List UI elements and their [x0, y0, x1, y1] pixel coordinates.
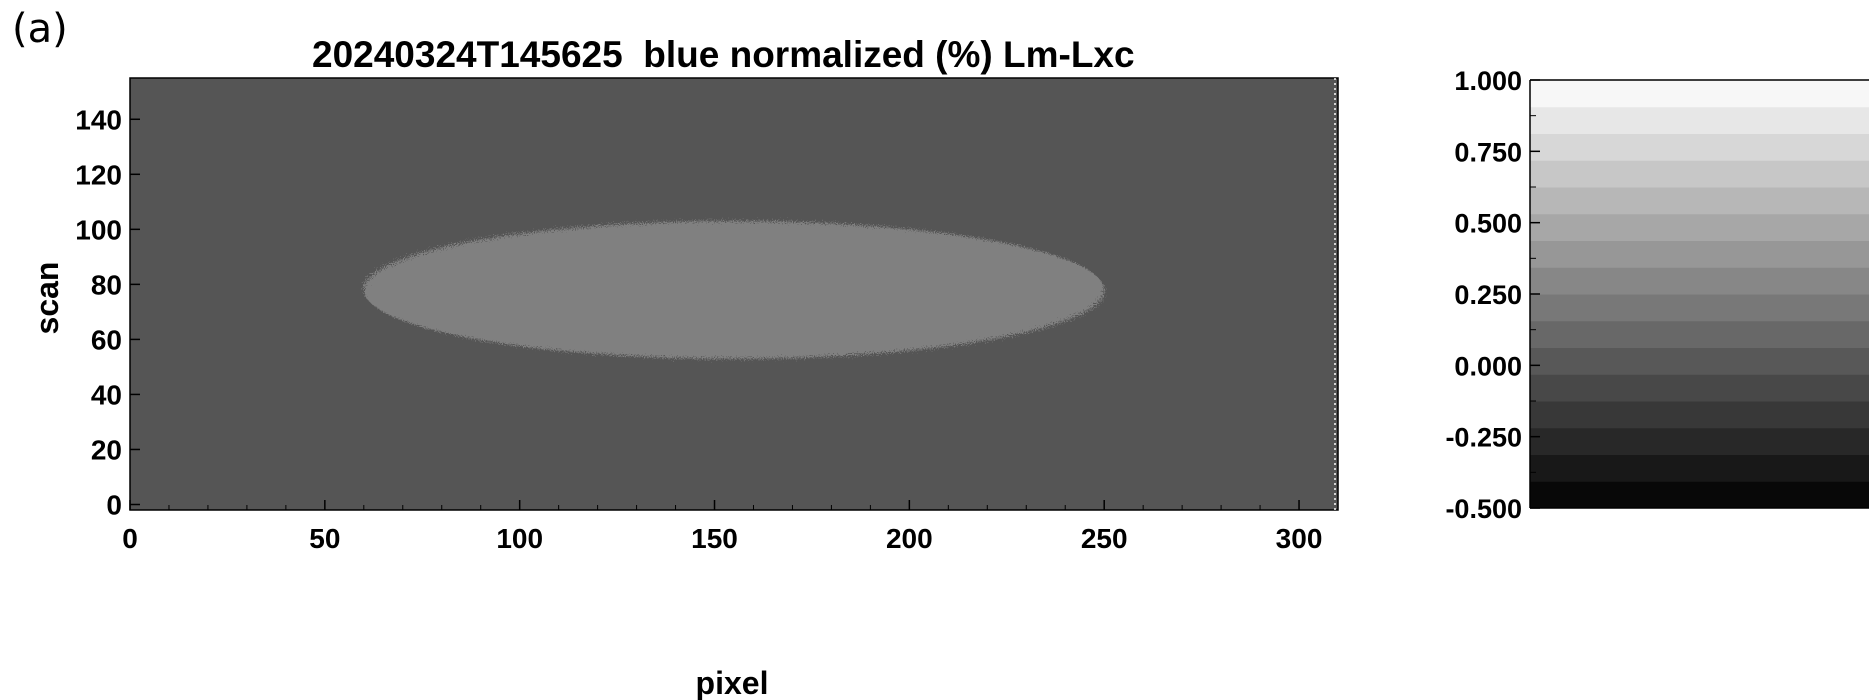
chart-title: 20240324T145625 blue normalized (%) Lm-L… — [312, 34, 1135, 75]
colorbar-swatch — [1530, 133, 1869, 161]
colorbar-swatch — [1530, 401, 1869, 429]
y-tick-label: 100 — [75, 214, 122, 245]
y-axis: 0 20 40 60 80 100 120 140 — [75, 104, 140, 520]
colorbar-swatch — [1530, 106, 1869, 134]
colorbar-tick-label: 1.000 — [1454, 66, 1522, 96]
x-axis: 0 50 100 150 200 250 300 — [122, 500, 1339, 554]
x-tick-label: 200 — [886, 523, 933, 554]
colorbar-tick-label: 0.000 — [1454, 351, 1522, 381]
colorbar-swatch — [1530, 240, 1869, 268]
colorbar-tick-label: -0.250 — [1445, 423, 1522, 453]
y-tick-label: 40 — [91, 379, 122, 410]
colorbar-tick-label: 0.500 — [1454, 209, 1522, 239]
colorbar-swatch — [1530, 80, 1869, 108]
x-tick-label: 50 — [309, 523, 340, 554]
colorbar-swatch — [1530, 374, 1869, 402]
y-axis-label: scan — [29, 262, 65, 335]
colorbar-tick-label: -0.500 — [1445, 494, 1522, 524]
heatmap-halo-region — [363, 221, 1105, 359]
colorbar-swatch — [1530, 481, 1869, 509]
y-tick-label: 60 — [91, 324, 122, 355]
y-tick-label: 0 — [106, 489, 122, 520]
colorbar-swatch — [1530, 187, 1869, 215]
colorbar-swatch — [1530, 454, 1869, 482]
colorbar-swatch — [1530, 347, 1869, 375]
colorbar-swatch — [1530, 160, 1869, 188]
colorbar-swatch — [1530, 320, 1869, 348]
y-tick-label: 140 — [75, 104, 122, 135]
colorbar: 1.000 0.750 0.500 0.250 0.000 -0.250 -0.500 — [1445, 66, 1869, 524]
y-tick-label: 120 — [75, 159, 122, 190]
x-tick-label: 100 — [496, 523, 543, 554]
y-tick-label: 80 — [91, 269, 122, 300]
colorbar-tick-label: 0.750 — [1454, 137, 1522, 167]
plot-area — [129, 77, 1339, 511]
x-tick-label: 300 — [1276, 523, 1323, 554]
x-tick-label: 0 — [122, 523, 138, 554]
colorbar-swatch — [1530, 294, 1869, 322]
colorbar-swatch — [1530, 427, 1869, 455]
x-tick-label: 150 — [691, 523, 738, 554]
x-axis-label: pixel — [696, 665, 769, 700]
y-tick-label: 20 — [91, 434, 122, 465]
plot-frame — [129, 77, 1339, 511]
colorbar-swatch — [1530, 213, 1869, 241]
panel-label: (a) — [12, 6, 68, 52]
x-tick-label: 250 — [1081, 523, 1128, 554]
colorbar-tick-label: 0.250 — [1454, 280, 1522, 310]
colorbar-swatch — [1530, 267, 1869, 295]
